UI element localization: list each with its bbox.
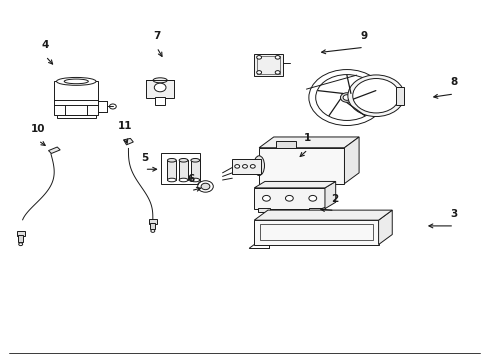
Bar	[254, 220, 378, 244]
Circle shape	[262, 195, 270, 201]
Bar	[146, 80, 174, 98]
Ellipse shape	[190, 158, 199, 162]
Ellipse shape	[179, 158, 187, 162]
Text: 6: 6	[187, 174, 194, 184]
Bar	[57, 115, 96, 118]
Bar	[232, 159, 260, 174]
Circle shape	[275, 55, 280, 59]
Circle shape	[308, 69, 384, 126]
Bar	[276, 141, 295, 148]
Text: 9: 9	[360, 31, 367, 41]
Circle shape	[347, 75, 404, 117]
Bar	[150, 223, 155, 229]
Ellipse shape	[57, 77, 96, 85]
Bar	[18, 235, 23, 242]
Circle shape	[340, 93, 353, 102]
Polygon shape	[254, 181, 335, 188]
Circle shape	[275, 71, 280, 74]
Circle shape	[201, 183, 209, 190]
Bar	[190, 160, 199, 180]
Text: 1: 1	[304, 133, 311, 143]
Bar	[17, 231, 24, 236]
Ellipse shape	[167, 178, 176, 182]
Bar	[254, 188, 325, 209]
Bar	[160, 153, 199, 184]
Text: 10: 10	[31, 124, 45, 134]
Bar	[395, 87, 404, 105]
Bar	[155, 97, 164, 105]
Circle shape	[308, 195, 316, 201]
Circle shape	[109, 104, 116, 109]
Circle shape	[343, 95, 350, 100]
Ellipse shape	[253, 156, 264, 176]
Circle shape	[151, 229, 155, 232]
Bar	[259, 148, 344, 184]
Polygon shape	[48, 147, 60, 153]
Bar	[256, 55, 280, 74]
Text: 2: 2	[330, 194, 338, 204]
Circle shape	[315, 75, 377, 121]
Text: 3: 3	[449, 210, 457, 220]
Polygon shape	[123, 138, 133, 145]
Text: 4: 4	[42, 40, 49, 50]
Text: 7: 7	[153, 31, 160, 41]
Circle shape	[234, 165, 239, 168]
Circle shape	[242, 165, 247, 168]
Polygon shape	[378, 210, 391, 244]
Ellipse shape	[167, 158, 176, 162]
Bar	[258, 208, 270, 212]
Circle shape	[352, 78, 399, 113]
Polygon shape	[325, 181, 335, 209]
Bar	[179, 160, 187, 180]
Ellipse shape	[153, 78, 167, 83]
Polygon shape	[254, 210, 391, 220]
Circle shape	[256, 55, 261, 59]
Polygon shape	[344, 137, 358, 184]
Text: 11: 11	[118, 121, 132, 131]
Ellipse shape	[190, 178, 199, 182]
Circle shape	[256, 71, 261, 74]
Bar	[254, 54, 282, 76]
Polygon shape	[259, 137, 358, 148]
Bar	[308, 208, 321, 212]
Text: 5: 5	[141, 153, 148, 163]
Bar	[149, 219, 157, 224]
Text: 8: 8	[449, 77, 457, 87]
Bar	[54, 81, 98, 116]
Circle shape	[285, 195, 293, 201]
Bar	[260, 225, 372, 240]
Circle shape	[250, 165, 255, 168]
Bar	[167, 160, 176, 180]
Ellipse shape	[179, 178, 187, 182]
Circle shape	[19, 243, 22, 246]
Ellipse shape	[64, 79, 88, 84]
Circle shape	[197, 181, 213, 192]
Circle shape	[154, 83, 165, 92]
